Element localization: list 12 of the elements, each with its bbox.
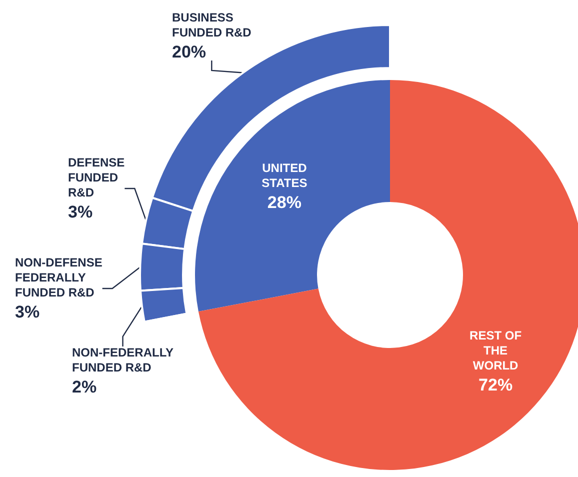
slice-label: DEFENSE FUNDED R&D (68, 156, 125, 200)
slice-label: UNITED STATES (262, 161, 308, 190)
data-label: 20% (172, 42, 206, 62)
data-label: 28% (267, 193, 302, 212)
slice-label: BUSINESS FUNDED R&D (172, 10, 252, 40)
slice-label: NON-DEFENSE FEDERALLY FUNDED R&D (15, 256, 102, 300)
slice-label: REST OF THE WORLD (470, 328, 522, 372)
data-label: 2% (72, 378, 97, 396)
data-label: 3% (15, 302, 40, 322)
data-label: 72% (478, 375, 513, 394)
slice-label: NON-FEDERALLY FUNDED R&D (72, 346, 174, 374)
data-label: 3% (68, 202, 93, 222)
